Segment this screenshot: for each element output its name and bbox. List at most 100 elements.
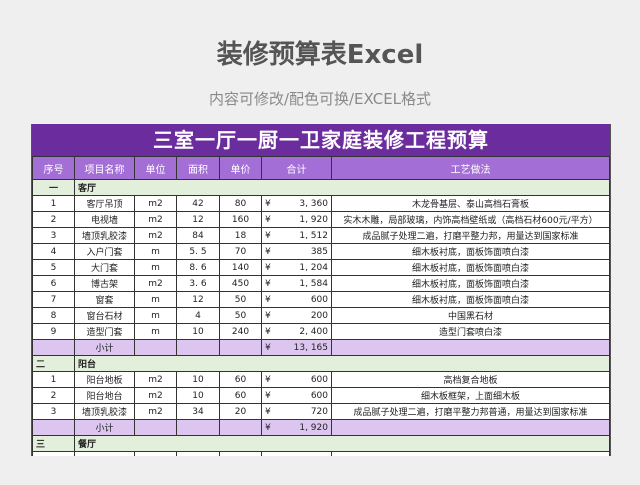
method[interactable]: 成品腻子处理二遍，打磨平整力邦普通，用量达到国家标准	[331, 403, 610, 420]
method[interactable]: 细木板衬底，面板饰面喷白漆	[331, 243, 610, 260]
unit-price[interactable]: 450	[219, 275, 262, 292]
method[interactable]: 中国黑石材	[331, 307, 610, 324]
total-amount[interactable]: 200	[281, 307, 332, 324]
unit[interactable]: m2	[134, 275, 177, 292]
method[interactable]: 高档复合地板	[331, 371, 610, 388]
total-amount[interactable]: 600	[281, 387, 332, 404]
currency-symbol[interactable]: ¥	[261, 259, 282, 276]
currency-symbol[interactable]: ¥	[261, 211, 282, 228]
subtotal-label[interactable]: 小计	[74, 419, 135, 436]
area[interactable]: 10	[176, 371, 220, 388]
currency-symbol[interactable]: ¥	[261, 291, 282, 308]
currency-symbol[interactable]: ¥	[261, 339, 282, 356]
item-name[interactable]: 电视墙	[74, 211, 135, 228]
area[interactable]: 12	[176, 291, 220, 308]
method[interactable]: 细木板框架，上面细木板	[331, 387, 610, 404]
unit[interactable]: m	[134, 307, 177, 324]
unit-price[interactable]: 70	[219, 243, 262, 260]
unit-price[interactable]: 50	[219, 291, 262, 308]
subtotal-blank[interactable]	[331, 339, 610, 356]
subtotal-blank[interactable]	[134, 339, 177, 356]
total-amount[interactable]: 1, 920	[281, 211, 332, 228]
method[interactable]: 实木木雕，局部玻璃，内饰高档壁纸或（高档石材600元/平方）	[331, 211, 610, 228]
area[interactable]: 4	[176, 307, 220, 324]
item-name[interactable]: 大门套	[74, 259, 135, 276]
currency-symbol[interactable]: ¥	[261, 243, 282, 260]
unit[interactable]	[134, 451, 177, 456]
section-number[interactable]: 二	[32, 355, 75, 372]
unit[interactable]: m	[134, 243, 177, 260]
currency-symbol[interactable]: ¥	[261, 371, 282, 388]
total-amount[interactable]: 385	[281, 243, 332, 260]
unit-price[interactable]: 20	[219, 403, 262, 420]
row-number[interactable]: 8	[32, 307, 75, 324]
subtotal-blank[interactable]	[331, 419, 610, 436]
unit-price[interactable]	[219, 451, 262, 456]
row-number[interactable]: 2	[32, 211, 75, 228]
total-amount[interactable]: 720	[281, 403, 332, 420]
unit[interactable]: m	[134, 323, 177, 340]
area[interactable]	[176, 451, 220, 456]
subtotal-amount[interactable]: 1, 920	[281, 419, 332, 436]
item-name[interactable]: 窗台石材	[74, 307, 135, 324]
unit[interactable]: m2	[134, 387, 177, 404]
method[interactable]: 细木板衬底，面板饰面喷白漆	[331, 291, 610, 308]
section-name[interactable]: 餐厅	[74, 435, 610, 452]
unit-price[interactable]: 80	[219, 195, 262, 212]
total-amount[interactable]: 600	[281, 371, 332, 388]
subtotal-blank[interactable]	[219, 419, 262, 436]
method[interactable]: 木龙骨基层、泰山高档石膏板	[331, 195, 610, 212]
area[interactable]: 10	[176, 387, 220, 404]
section-name[interactable]: 客厅	[74, 179, 610, 196]
subtotal-blank[interactable]	[32, 339, 75, 356]
subtotal-blank[interactable]	[176, 419, 220, 436]
subtotal-blank[interactable]	[176, 339, 220, 356]
section-name[interactable]: 阳台	[74, 355, 610, 372]
unit[interactable]: m	[134, 291, 177, 308]
unit[interactable]: m2	[134, 403, 177, 420]
area[interactable]: 84	[176, 227, 220, 244]
unit[interactable]: m2	[134, 211, 177, 228]
row-number[interactable]: 3	[32, 227, 75, 244]
row-number[interactable]: 6	[32, 275, 75, 292]
method[interactable]: 细木板衬底，面板饰面喷白漆	[331, 259, 610, 276]
unit-price[interactable]: 140	[219, 259, 262, 276]
row-number[interactable]: 7	[32, 291, 75, 308]
currency-symbol[interactable]: ¥	[261, 195, 282, 212]
currency-symbol[interactable]: ¥	[261, 419, 282, 436]
currency-symbol[interactable]	[261, 451, 282, 456]
item-name[interactable]: 窗套	[74, 291, 135, 308]
unit-price[interactable]: 60	[219, 371, 262, 388]
total-amount[interactable]: 1, 512	[281, 227, 332, 244]
method[interactable]: 造型门套喷白漆	[331, 323, 610, 340]
item-name[interactable]: 墙顶乳胶漆	[74, 227, 135, 244]
total-amount[interactable]: 1, 204	[281, 259, 332, 276]
subtotal-amount[interactable]: 13, 165	[281, 339, 332, 356]
total-amount[interactable]: 1, 584	[281, 275, 332, 292]
unit[interactable]: m2	[134, 227, 177, 244]
item-name[interactable]: 博古架	[74, 275, 135, 292]
row-number[interactable]: 1	[32, 371, 75, 388]
row-number[interactable]: 9	[32, 323, 75, 340]
unit-price[interactable]: 160	[219, 211, 262, 228]
unit-price[interactable]: 240	[219, 323, 262, 340]
unit-price[interactable]: 18	[219, 227, 262, 244]
row-number[interactable]: 3	[32, 403, 75, 420]
subtotal-blank[interactable]	[134, 419, 177, 436]
area[interactable]: 10	[176, 323, 220, 340]
method[interactable]: 细木板衬底，面板饰面喷白漆	[331, 275, 610, 292]
unit[interactable]: m2	[134, 371, 177, 388]
method[interactable]: 成品腻子处理二遍，打磨平整力邦，用量达到国家标准	[331, 227, 610, 244]
item-name[interactable]: 造型门套	[74, 323, 135, 340]
total-amount[interactable]: 3, 360	[281, 195, 332, 212]
currency-symbol[interactable]: ¥	[261, 227, 282, 244]
section-number[interactable]: 三	[32, 435, 75, 452]
row-number[interactable]	[32, 451, 75, 456]
total-amount[interactable]: 600	[281, 291, 332, 308]
row-number[interactable]: 4	[32, 243, 75, 260]
unit[interactable]: m	[134, 259, 177, 276]
area[interactable]: 42	[176, 195, 220, 212]
currency-symbol[interactable]: ¥	[261, 275, 282, 292]
row-number[interactable]: 5	[32, 259, 75, 276]
currency-symbol[interactable]: ¥	[261, 403, 282, 420]
